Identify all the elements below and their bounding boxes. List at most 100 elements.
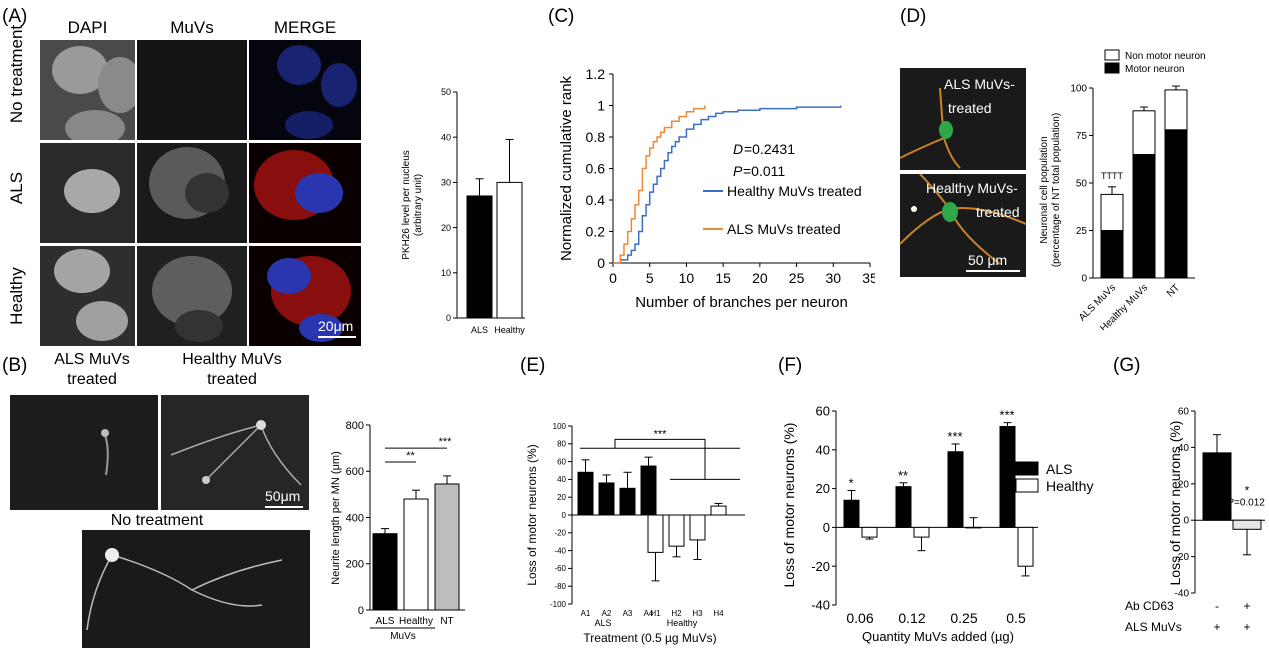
chart-e-category-label: H1 xyxy=(650,609,661,618)
chart-a-y-tick-label: 40 xyxy=(441,132,451,142)
chart-d-bar-motor-1 xyxy=(1132,154,1156,279)
chart-c-y-label: Normalized cumulative rank xyxy=(558,75,575,261)
image-label-als: ALS MuVs treated xyxy=(54,351,130,388)
scale-bar-a xyxy=(318,336,356,338)
chart-b-y-tick-label: 600 xyxy=(346,466,364,478)
chart-e-y-tick-label: -100 xyxy=(550,600,567,609)
chart-d-annotation: *** xyxy=(1106,204,1118,215)
chart-b-y-tick-label: 0 xyxy=(358,605,364,617)
chart-e-y-tick-label: 0 xyxy=(562,511,567,520)
chart-g-annotation-p-value: =0.012 xyxy=(1234,498,1265,509)
chart-b-y-tick-label: 200 xyxy=(346,559,364,571)
chart-c-legend-label-healthy: Healthy MuVs treated xyxy=(727,183,862,199)
chart-c-stat-d-value: =0.2431 xyxy=(744,141,795,157)
micrograph-muvs-no-treatment xyxy=(137,40,247,140)
chart-e-category-label: A3 xyxy=(623,609,633,618)
chart-a-y-tick-label: 0 xyxy=(446,313,451,323)
chart-e-y-label: Loss of motor neurons (%) xyxy=(525,444,539,585)
chart-a-category-label: ALS xyxy=(471,325,488,335)
chart-d-annotation: TTTT xyxy=(1101,171,1123,181)
micrograph-dapi-als xyxy=(40,143,135,243)
chart-e-bar-7 xyxy=(710,505,727,516)
chart-g-y-tick-label: 0 xyxy=(1183,516,1189,527)
chart-e-sig-bracket xyxy=(614,438,706,480)
chart-g-y-tick-label: -40 xyxy=(1175,589,1190,600)
chart-f-annotation: ** xyxy=(898,468,908,483)
chart-g-bar-0 xyxy=(1202,452,1232,521)
scale-bar-label-b: 50μm xyxy=(265,488,301,504)
chart-e-annotation: *** xyxy=(654,428,668,440)
chart-c-y-tick-label: 1 xyxy=(597,98,605,114)
chart-c-x-tick-label: 35 xyxy=(862,270,875,286)
chart-f-category-label: 0.25 xyxy=(950,610,977,626)
chart-b-category-label: Healthy xyxy=(399,616,433,627)
chart-e-y-tick-label: 80 xyxy=(557,440,566,449)
chart-a-y-label: PKH26 level per nucleus xyxy=(401,150,412,260)
chart-c-x-tick-label: 0 xyxy=(609,270,617,286)
scale-bar-b xyxy=(265,506,303,508)
chart-d-y-tick-label: 25 xyxy=(1076,226,1088,237)
chart-e-category-label: A1 xyxy=(581,609,591,618)
chart-e-y-tick-label: -60 xyxy=(554,564,566,573)
chart-f-bar: -40 -20 0 20 40 60 0.06 * 0.12 ** 0.25 *** 0.5 *** ALS… xyxy=(781,404,1093,644)
chart-a-bar: 0 10 20 30 40 50 ALS Healthy PKH26 level per nuc… xyxy=(401,87,525,335)
chart-g-table-row2-label: ALS MuVs xyxy=(1125,620,1182,634)
chart-e-x-label: Treatment (0.5 µg MuVs) xyxy=(583,631,716,645)
chart-c-x-tick-label: 30 xyxy=(825,270,841,286)
column-header-dapi: DAPI xyxy=(67,18,108,37)
chart-c-legend-label-als: ALS MuVs treated xyxy=(727,221,841,237)
chart-f-bar-1-0 xyxy=(861,526,878,538)
chart-c-x-tick-label: 15 xyxy=(715,270,731,286)
chart-d-y-label-2: (percentage of NT total population) xyxy=(1051,113,1062,267)
micrograph-b-healthy xyxy=(161,395,309,510)
panel-label-c: (C) xyxy=(548,6,575,27)
chart-g-bar: -40 -20 0 20 40 60 * P =0.012 Loss of motor neuro… xyxy=(1125,407,1265,635)
chart-d-y-tick-label: 75 xyxy=(1076,131,1088,142)
chart-d-bar-nonmotor-2 xyxy=(1164,89,1188,131)
chart-a-y-label-2: (arbitrary unit) xyxy=(413,174,424,236)
chart-g-table-row1-label: Ab CD63 xyxy=(1125,599,1174,613)
row-label-no-treatment: No treatment xyxy=(7,24,26,124)
chart-b-y-label: Neurite length per MN (μm) xyxy=(330,451,342,585)
chart-d-bar-nonmotor-1 xyxy=(1132,110,1156,156)
chart-b-annotation: ** xyxy=(406,450,415,462)
chart-f-y-tick-label: 60 xyxy=(816,404,830,419)
chart-b-annotation: *** xyxy=(439,436,453,448)
chart-c-y-tick-label: 0 xyxy=(597,255,605,271)
micrograph-muvs-healthy xyxy=(137,246,247,346)
panel-label-f: (F) xyxy=(778,355,803,376)
chart-d-y-tick-label: 0 xyxy=(1081,274,1087,285)
chart-f-bar-0-3 xyxy=(999,426,1016,528)
chart-g-table-cell: + xyxy=(1243,599,1250,613)
chart-f-y-tick-label: -20 xyxy=(811,559,830,574)
chart-e-category-label: H4 xyxy=(713,609,724,618)
micrograph-merge-als xyxy=(249,143,361,243)
chart-f-legend-swatch-healthy xyxy=(1015,478,1039,493)
scale-bar-label-d: 50 μm xyxy=(968,252,1008,268)
chart-d-legend-swatch-nonmotor xyxy=(1104,49,1120,61)
chart-e-y-tick-label: -20 xyxy=(554,529,566,538)
chart-f-x-label: Quantity MuVs added (µg) xyxy=(862,629,1014,644)
chart-a-y-tick-label: 50 xyxy=(441,87,451,97)
micrograph-d-als xyxy=(900,68,1026,170)
chart-g-table-cell: - xyxy=(1215,599,1219,613)
chart-f-annotation: *** xyxy=(999,408,1014,423)
chart-f-bar-0-0 xyxy=(843,499,860,528)
chart-g-y-tick-label: 60 xyxy=(1178,407,1190,418)
chart-c-y-tick-label: 0.8 xyxy=(586,129,606,145)
chart-c-x-label: Number of branches per neuron xyxy=(635,294,848,311)
chart-g-y-tick-label: 20 xyxy=(1178,479,1190,490)
chart-e-bar-1 xyxy=(598,482,615,516)
chart-f-annotation: *** xyxy=(947,429,962,444)
chart-c-series-1 xyxy=(613,105,706,264)
chart-e-bar-3 xyxy=(640,465,657,516)
chart-c-x-tick-label: 5 xyxy=(646,270,654,286)
chart-c-x-tick-label: 25 xyxy=(789,270,805,286)
chart-f-bar-1-3 xyxy=(1017,526,1034,567)
image-label-d-healthy: Healthy MuVs-treated xyxy=(926,180,1020,220)
micrograph-b-no-treatment xyxy=(82,530,310,648)
chart-b-bar-2 xyxy=(434,483,460,611)
chart-g-y-tick-label: -20 xyxy=(1175,552,1190,563)
micrograph-dapi-healthy xyxy=(40,246,135,346)
chart-e-bar-5 xyxy=(668,514,685,547)
